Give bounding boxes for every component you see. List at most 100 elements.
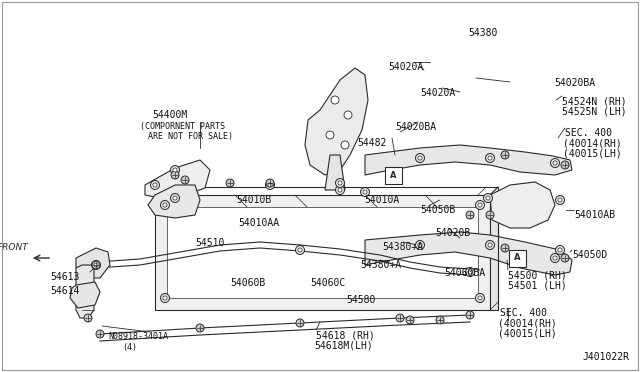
- Circle shape: [150, 180, 159, 189]
- Circle shape: [268, 183, 272, 187]
- Text: 54380+A: 54380+A: [360, 260, 401, 270]
- Text: J401022R: J401022R: [582, 352, 629, 362]
- Circle shape: [561, 254, 569, 262]
- Text: 54482: 54482: [357, 138, 387, 148]
- Circle shape: [298, 248, 302, 252]
- Circle shape: [486, 211, 494, 219]
- Circle shape: [331, 96, 339, 104]
- Text: ARE NOT FOR SALE): ARE NOT FOR SALE): [148, 132, 233, 141]
- Text: SEC. 400: SEC. 400: [565, 128, 612, 138]
- Circle shape: [553, 161, 557, 165]
- Text: 54010A: 54010A: [364, 195, 399, 205]
- Text: (40015(LH): (40015(LH): [563, 148, 621, 158]
- Circle shape: [486, 154, 495, 163]
- Polygon shape: [70, 282, 100, 308]
- Circle shape: [94, 263, 98, 267]
- Circle shape: [468, 270, 472, 274]
- Circle shape: [478, 296, 482, 300]
- Circle shape: [173, 196, 177, 200]
- Text: 54500 (RH): 54500 (RH): [508, 270, 567, 280]
- Text: 54618 (RH): 54618 (RH): [316, 330, 375, 340]
- Text: SEC. 400: SEC. 400: [500, 308, 547, 318]
- Circle shape: [436, 316, 444, 324]
- Text: 54020A: 54020A: [388, 62, 423, 72]
- Text: 54060B: 54060B: [230, 278, 265, 288]
- Text: (4): (4): [122, 343, 137, 352]
- Circle shape: [173, 168, 177, 172]
- Polygon shape: [490, 182, 555, 228]
- Circle shape: [558, 248, 562, 252]
- Circle shape: [465, 267, 474, 276]
- Polygon shape: [365, 145, 572, 175]
- Text: N08918-3401A: N08918-3401A: [108, 332, 168, 341]
- Circle shape: [335, 179, 344, 187]
- Circle shape: [338, 188, 342, 192]
- Circle shape: [96, 330, 104, 338]
- Text: 54524N (RH): 54524N (RH): [562, 96, 627, 106]
- Text: 54501 (LH): 54501 (LH): [508, 281, 567, 291]
- Text: 54010B: 54010B: [236, 195, 271, 205]
- Circle shape: [341, 141, 349, 149]
- Circle shape: [501, 244, 509, 252]
- Circle shape: [556, 246, 564, 254]
- Circle shape: [466, 311, 474, 319]
- Circle shape: [550, 253, 559, 263]
- Circle shape: [360, 187, 369, 196]
- Circle shape: [488, 156, 492, 160]
- Circle shape: [163, 296, 167, 300]
- Circle shape: [486, 241, 495, 250]
- Text: 54020BA: 54020BA: [554, 78, 595, 88]
- Text: 54510: 54510: [195, 238, 225, 248]
- Circle shape: [171, 171, 179, 179]
- Text: 54400M: 54400M: [152, 110, 188, 120]
- Text: 54020A: 54020A: [420, 88, 455, 98]
- Polygon shape: [148, 185, 200, 218]
- Polygon shape: [76, 248, 110, 278]
- Text: 54020BA: 54020BA: [395, 122, 436, 132]
- Text: 54613: 54613: [50, 272, 79, 282]
- Circle shape: [415, 154, 424, 163]
- Circle shape: [415, 241, 424, 250]
- Circle shape: [483, 193, 493, 202]
- Polygon shape: [155, 195, 490, 310]
- Circle shape: [338, 181, 342, 185]
- Circle shape: [486, 196, 490, 200]
- Text: 54050D: 54050D: [572, 250, 607, 260]
- Text: 54380: 54380: [468, 28, 497, 38]
- Text: 54580: 54580: [346, 295, 376, 305]
- Text: A: A: [514, 253, 520, 263]
- Polygon shape: [305, 68, 368, 175]
- Circle shape: [406, 316, 414, 324]
- Circle shape: [396, 314, 404, 322]
- Circle shape: [344, 111, 352, 119]
- Polygon shape: [325, 155, 345, 190]
- Polygon shape: [490, 205, 498, 310]
- Polygon shape: [145, 160, 210, 198]
- Circle shape: [181, 176, 189, 184]
- Circle shape: [418, 156, 422, 160]
- Circle shape: [466, 211, 474, 219]
- Circle shape: [266, 179, 274, 187]
- Circle shape: [92, 260, 100, 269]
- Polygon shape: [365, 232, 572, 275]
- Circle shape: [170, 193, 179, 202]
- Circle shape: [296, 319, 304, 327]
- Circle shape: [153, 183, 157, 187]
- Text: (COMPORNENT PARTS: (COMPORNENT PARTS: [140, 122, 225, 131]
- FancyBboxPatch shape: [509, 250, 525, 266]
- Circle shape: [561, 161, 569, 169]
- Text: (40015(LH): (40015(LH): [498, 328, 557, 338]
- Text: 54060C: 54060C: [310, 278, 345, 288]
- Circle shape: [550, 158, 559, 167]
- FancyBboxPatch shape: [385, 167, 401, 183]
- Circle shape: [418, 243, 422, 247]
- Circle shape: [163, 203, 167, 207]
- Text: 54380+A: 54380+A: [382, 242, 423, 252]
- Text: (40014(RH): (40014(RH): [563, 138, 621, 148]
- Circle shape: [161, 294, 170, 302]
- Text: 54020B: 54020B: [435, 228, 470, 238]
- Circle shape: [488, 243, 492, 247]
- Circle shape: [161, 201, 170, 209]
- Circle shape: [266, 180, 275, 189]
- Polygon shape: [76, 265, 94, 318]
